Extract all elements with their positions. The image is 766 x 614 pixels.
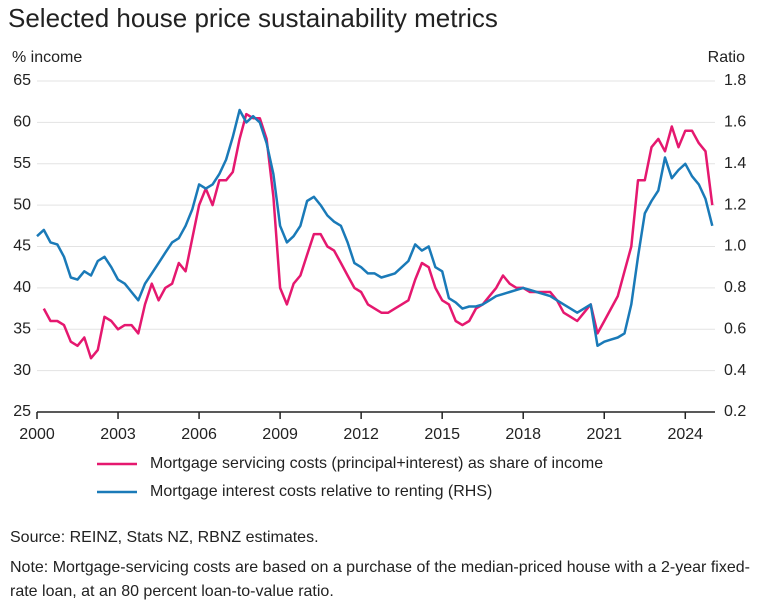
chart-title: Selected house price sustainability metr… [8,3,498,33]
y2-axis-label: Ratio [708,49,745,66]
note: Note: Mortgage-servicing costs are based… [10,559,750,600]
y-tick-label: 45 [13,238,31,255]
x-tick-label: 2015 [424,426,460,443]
y-tick-label: 65 [13,72,31,89]
y-tick-label: 50 [13,196,31,213]
x-tick-label: 2012 [343,426,379,443]
y2-tick-label: 1.8 [724,72,746,89]
x-tick-label: 2009 [262,426,298,443]
legend-label: Mortgage servicing costs (principal+inte… [150,455,603,472]
y2-tick-label: 1.0 [724,238,746,255]
y2-tick-label: 1.2 [724,196,746,213]
y-tick-label: 35 [13,320,31,337]
y2-tick-label: 0.6 [724,320,746,337]
chart: Selected house price sustainability metr… [8,3,746,500]
y-tick-label: 40 [13,279,31,296]
y-tick-label: 25 [13,403,31,420]
legend-label: Mortgage interest costs relative to rent… [150,483,492,500]
y-tick-label: 30 [13,362,31,379]
data-line [42,112,714,360]
data-line [36,108,714,348]
y2-tick-label: 1.4 [724,155,746,172]
y-axis-label: % income [12,49,82,66]
x-tick-label: 2000 [19,426,55,443]
x-tick-label: 2003 [100,426,136,443]
x-tick-label: 2018 [505,426,541,443]
source: Source: REINZ, Stats NZ, RBNZ estimates. [10,529,319,546]
x-tick-label: 2006 [181,426,217,443]
x-tick-label: 2021 [586,426,622,443]
y2-tick-label: 0.2 [724,403,746,420]
x-tick-label: 2024 [667,426,703,443]
y-tick-label: 55 [13,155,31,172]
y2-tick-label: 0.8 [724,279,746,296]
y2-tick-label: 0.4 [724,362,746,379]
y2-tick-label: 1.6 [724,114,746,131]
y-tick-label: 60 [13,114,31,131]
